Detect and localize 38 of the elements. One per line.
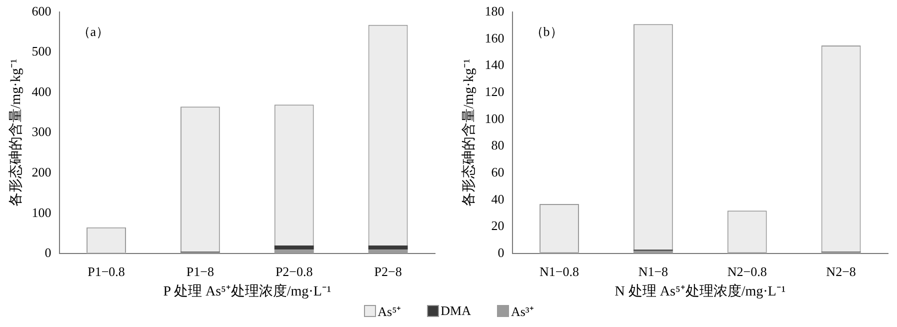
- legend-label: DMA: [440, 303, 471, 319]
- x-tick-label: P2−0.8: [275, 264, 313, 279]
- y-tick-label: 120: [484, 84, 504, 99]
- y-axis-title: 各形态砷的含量/mg·kg⁻¹: [461, 58, 478, 207]
- x-tick-label: N2−8: [826, 264, 856, 279]
- y-axis-title: 各形态砷的含量/mg·kg⁻¹: [8, 58, 24, 207]
- y-tick-label: 180: [484, 3, 504, 18]
- bar: [368, 246, 408, 250]
- y-tick-label: 400: [32, 84, 52, 99]
- y-tick-label: 20: [491, 218, 504, 234]
- y-tick-label: 0: [498, 245, 504, 260]
- x-axis-title: P 处理 As⁵⁺处理浓度/mg·L⁻¹: [163, 283, 332, 300]
- y-tick-label: 140: [484, 57, 504, 72]
- y-tick-label: 160: [484, 30, 504, 46]
- y-tick-label: 200: [32, 164, 52, 180]
- y-tick-label: 500: [32, 44, 52, 59]
- bar: [368, 250, 408, 254]
- bar: [274, 250, 314, 254]
- legend-label: As⁵⁺: [378, 303, 401, 320]
- bar: [274, 246, 314, 250]
- annotation: （a）: [77, 24, 110, 39]
- x-tick-label: P1−8: [186, 264, 214, 279]
- y-tick-label: 100: [484, 110, 504, 126]
- x-tick-label: N1−8: [638, 264, 668, 279]
- x-axis-title: N 处理 As⁵⁺处理浓度/mg·L⁻¹: [614, 283, 786, 300]
- y-tick-label: 100: [32, 204, 52, 220]
- y-tick-label: 0: [44, 245, 52, 260]
- legend-label: As³⁺: [510, 303, 534, 320]
- y-tick-label: 60: [491, 164, 504, 180]
- annotation: （b）: [530, 24, 563, 39]
- y-tick-label: 80: [491, 138, 504, 153]
- y-tick-label: 600: [32, 3, 52, 18]
- y-tick-label: 300: [32, 124, 52, 140]
- y-tick-label: 40: [491, 191, 504, 206]
- x-tick-label: P1−0.8: [88, 264, 125, 279]
- x-tick-label: N1−0.8: [540, 264, 580, 279]
- x-tick-label: N2−0.8: [727, 264, 767, 279]
- x-tick-label: P2−8: [374, 264, 402, 279]
